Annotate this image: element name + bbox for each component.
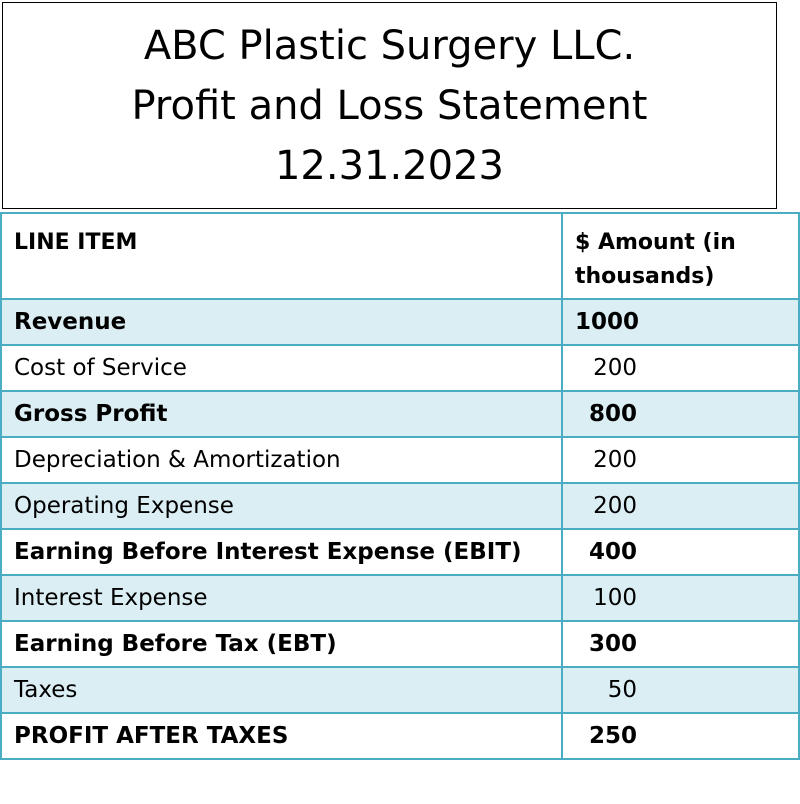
amount-value: 200 xyxy=(593,447,637,473)
amount-cell: 200 xyxy=(561,344,800,392)
header-amount: $ Amount (in thousands) xyxy=(561,212,800,300)
line-item: PROFIT AFTER TAXES xyxy=(0,712,563,760)
line-item: Taxes xyxy=(0,666,563,714)
line-item: Depreciation & Amortization xyxy=(0,436,563,484)
amount-value: 100 xyxy=(593,585,637,611)
amount-cell: 400 xyxy=(561,528,800,576)
table-row-cost-of-service: Cost of Service 200 xyxy=(0,344,800,392)
table-row-ebt: Earning Before Tax (EBT) 300 xyxy=(0,620,800,668)
statement-title-box: ABC Plastic Surgery LLC. Profit and Loss… xyxy=(2,2,777,209)
amount-cell: 200 xyxy=(561,436,800,484)
line-item: Gross Profit xyxy=(0,390,563,438)
amount-value: 200 xyxy=(593,493,637,519)
table-row-ebit: Earning Before Interest Expense (EBIT) 4… xyxy=(0,528,800,576)
table-row-operating-expense: Operating Expense 200 xyxy=(0,482,800,530)
amount-value: 250 xyxy=(588,723,637,749)
amount-cell: 100 xyxy=(561,574,800,622)
amount-value: 200 xyxy=(593,355,637,381)
amount-value: 1000 xyxy=(575,309,640,335)
amount-cell: 50 xyxy=(561,666,800,714)
table-row-depreciation: Depreciation & Amortization 200 xyxy=(0,436,800,484)
statement-name: Profit and Loss Statement xyxy=(131,82,648,129)
statement-date: 12.31.2023 xyxy=(274,142,505,189)
amount-cell: 200 xyxy=(561,482,800,530)
table-row-interest-expense: Interest Expense 100 xyxy=(0,574,800,622)
amount-cell: 300 xyxy=(561,620,800,668)
line-item: Revenue xyxy=(0,298,563,346)
table-row-revenue: Revenue 1000 xyxy=(0,298,800,346)
table-row-taxes: Taxes 50 xyxy=(0,666,800,714)
amount-value: 300 xyxy=(588,631,637,657)
table-header-row: LINE ITEM $ Amount (in thousands) xyxy=(0,212,800,300)
table-row-profit-after-taxes: PROFIT AFTER TAXES 250 xyxy=(0,712,800,760)
amount-value: 50 xyxy=(607,677,637,703)
line-item: Earning Before Interest Expense (EBIT) xyxy=(0,528,563,576)
line-item: Cost of Service xyxy=(0,344,563,392)
amount-cell: 800 xyxy=(561,390,800,438)
header-line-item: LINE ITEM xyxy=(0,212,563,300)
line-item: Operating Expense xyxy=(0,482,563,530)
amount-value: 800 xyxy=(588,401,637,427)
amount-cell: 1000 xyxy=(561,298,800,346)
profit-loss-table: LINE ITEM $ Amount (in thousands) Revenu… xyxy=(0,212,800,760)
company-name: ABC Plastic Surgery LLC. xyxy=(143,22,636,69)
amount-cell: 250 xyxy=(561,712,800,760)
line-item: Interest Expense xyxy=(0,574,563,622)
table-row-gross-profit: Gross Profit 800 xyxy=(0,390,800,438)
amount-value: 400 xyxy=(588,539,637,565)
line-item: Earning Before Tax (EBT) xyxy=(0,620,563,668)
